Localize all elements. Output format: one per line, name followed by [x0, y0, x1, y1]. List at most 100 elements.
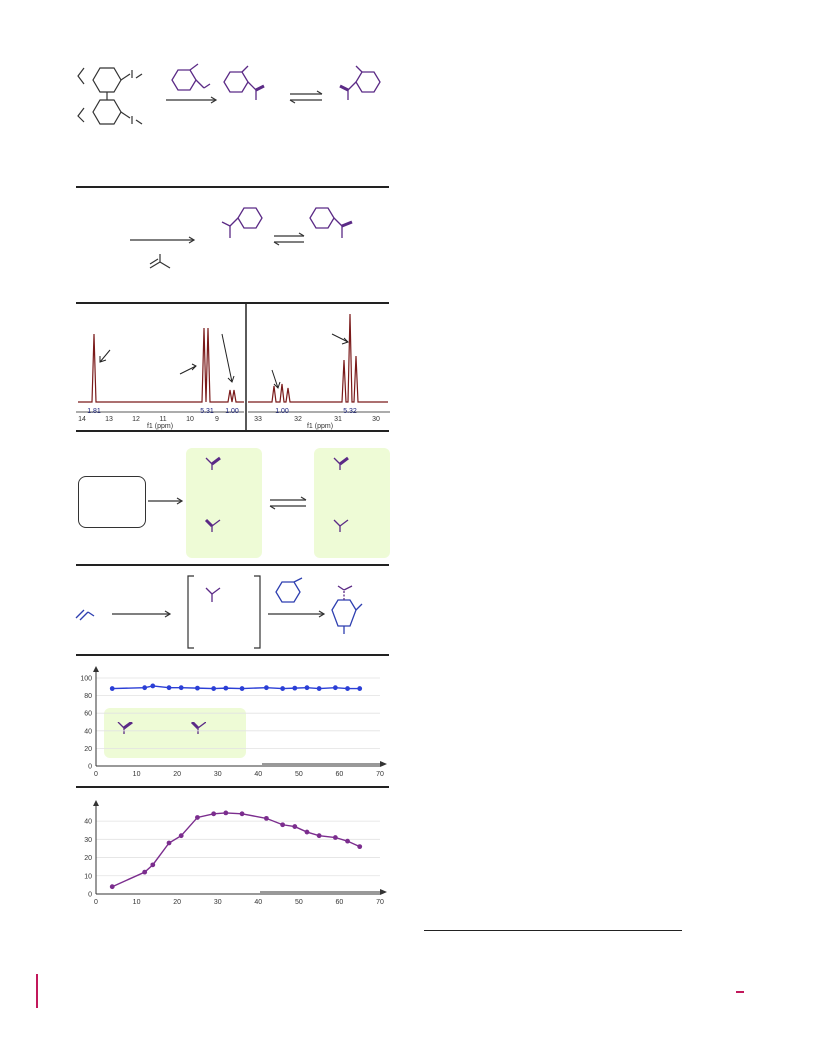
data-point	[357, 844, 363, 850]
x-axis-arrowhead	[380, 761, 387, 767]
y-tick-label: 20	[84, 746, 92, 753]
y-tick-label: 40	[84, 819, 92, 826]
equilibrium-arrow-1	[289, 90, 323, 104]
data-point	[304, 685, 310, 691]
nmr-axis-label-left: f1 (ppm)	[147, 423, 173, 430]
data-point	[109, 686, 115, 691]
product-a	[223, 65, 265, 100]
data-point	[280, 822, 286, 828]
bracket-right	[254, 575, 261, 649]
nmr-axis-label-right: f1 (ppm)	[307, 423, 333, 430]
y-tick-label: 60	[84, 711, 92, 718]
x-tick-label: 50	[295, 899, 303, 906]
data-point	[150, 862, 156, 868]
data-point	[166, 685, 172, 691]
catalyst-box	[78, 476, 146, 528]
styrene-substrate	[171, 63, 211, 91]
product-d	[309, 207, 353, 238]
x-tick-label: 30	[214, 899, 222, 906]
y-axis-arrowhead	[93, 800, 99, 806]
data-point	[109, 884, 115, 890]
y-tick-label: 80	[84, 693, 92, 700]
data-point	[195, 815, 200, 820]
x-tick-label: 0	[94, 899, 98, 906]
scheme-5	[75, 575, 363, 649]
x-tick-label: 40	[254, 771, 262, 778]
data-point	[142, 685, 148, 691]
chart1-inset-species	[117, 722, 206, 734]
data-point	[292, 824, 298, 829]
section-divider-1	[76, 186, 389, 188]
data-point	[150, 683, 156, 689]
integral-left-2: 5.31	[200, 408, 214, 415]
x-tick-label: 70	[376, 899, 384, 906]
section-divider-3	[76, 430, 389, 432]
nmr-trace-right	[248, 313, 388, 403]
x-tick-label: 60	[336, 899, 344, 906]
product-b	[339, 65, 381, 100]
species-4	[333, 519, 349, 532]
x-tick-label: 50	[295, 771, 303, 778]
nmr-tick-label: 13	[105, 416, 113, 423]
y-tick-label: 30	[84, 837, 92, 844]
equilibrium-arrow-2	[273, 232, 305, 246]
green-panel-right	[314, 448, 390, 558]
alkene-start	[75, 609, 95, 621]
data-point	[357, 686, 363, 691]
nmr-tick-label: 32	[294, 416, 302, 423]
chart-2: 0 10 20 30 40 0 10 20 30 40 50 60 70	[84, 800, 387, 906]
page-margin-mark	[36, 974, 38, 1008]
y-tick-label: 40	[84, 728, 92, 735]
data-point	[316, 686, 322, 691]
x-tick-label: 20	[173, 899, 181, 906]
section-divider-6	[76, 786, 389, 788]
nmr-tick-label: 31	[334, 416, 342, 423]
x-axis-arrowhead	[380, 889, 387, 895]
nmr-spectra: 1.81 5.31 1.00 14 13 12 11 10 9 f1 (ppm)…	[76, 304, 390, 430]
product-c	[221, 207, 263, 238]
data-point	[280, 686, 286, 691]
equilibrium-arrow-3	[269, 496, 307, 510]
species-2	[204, 518, 221, 532]
y-tick-label: 0	[88, 892, 92, 899]
data-point	[195, 685, 200, 691]
data-point	[211, 811, 217, 817]
footnote-rule	[424, 930, 682, 931]
series-line	[112, 685, 360, 690]
species-1	[205, 456, 221, 470]
data-point	[316, 833, 322, 839]
x-tick-label: 0	[94, 771, 98, 778]
x-tick-label: 70	[376, 771, 384, 778]
data-point	[223, 685, 229, 691]
integral-left-1: 1.81	[87, 408, 101, 415]
green-panel-left	[186, 448, 262, 558]
y-tick-label: 20	[84, 855, 92, 862]
x-tick-label: 20	[173, 771, 181, 778]
section-divider-4	[76, 564, 389, 566]
data-point	[264, 685, 269, 691]
nmr-tick-label: 9	[215, 416, 219, 423]
y-axis-arrowhead	[93, 666, 99, 672]
x-tick-label: 30	[214, 771, 222, 778]
nmr-tick-label: 30	[372, 416, 380, 423]
section-divider-5	[76, 654, 389, 656]
page-number-mark	[736, 991, 744, 993]
y-tick-label: 100	[80, 676, 92, 683]
data-point	[345, 838, 350, 844]
alkene-reagent	[149, 254, 171, 269]
nmr-tick-label: 14	[78, 416, 86, 423]
data-point	[223, 810, 229, 816]
scheme-2	[130, 207, 353, 269]
data-point	[211, 686, 217, 691]
integral-right-1: 1.00	[275, 408, 289, 415]
x-tick-label: 40	[254, 899, 262, 906]
data-point	[292, 685, 298, 691]
data-point	[178, 685, 184, 691]
biaryl-ligand-structure	[77, 67, 143, 125]
arene-reagent	[275, 577, 303, 603]
integral-left-3: 1.00	[225, 408, 239, 415]
y-tick-label: 10	[84, 873, 92, 880]
data-point	[304, 829, 310, 835]
x-tick-label: 60	[336, 771, 344, 778]
data-point	[142, 869, 148, 875]
